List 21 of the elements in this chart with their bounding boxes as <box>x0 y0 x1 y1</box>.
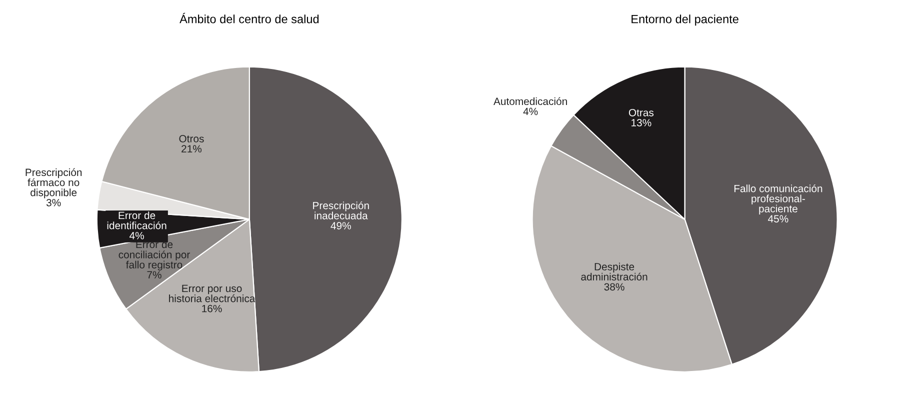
slice-label: Otras <box>628 108 654 116</box>
data-label: 13% <box>632 119 652 126</box>
slice-label: Prescripción inadecuada <box>313 201 369 220</box>
slice-label: Fallo comunicación profesional- paciente <box>734 184 822 214</box>
data-label: 3% <box>46 198 61 206</box>
slice-label: Automedicación <box>494 97 567 106</box>
data-label: 7% <box>147 271 162 278</box>
slice-label: Error por uso historia electrónica <box>169 284 256 302</box>
chart-title: Ámbito del centro de salud <box>180 12 319 24</box>
chart-title: Entorno del paciente <box>632 14 738 26</box>
data-label: 45% <box>768 215 788 222</box>
slice-label: Despiste administración <box>581 262 648 280</box>
data-label: 21% <box>182 145 202 152</box>
data-label: 4% <box>523 108 538 116</box>
data-label: 49% <box>330 222 351 230</box>
slice-label: Otros <box>179 135 204 142</box>
slice-label: Error de identificación <box>107 211 166 230</box>
data-label: 16% <box>202 304 222 312</box>
data-label: 4% <box>129 232 144 240</box>
data-label: 38% <box>604 283 624 291</box>
slice-label: Prescripción fármaco no disponible <box>26 168 82 198</box>
